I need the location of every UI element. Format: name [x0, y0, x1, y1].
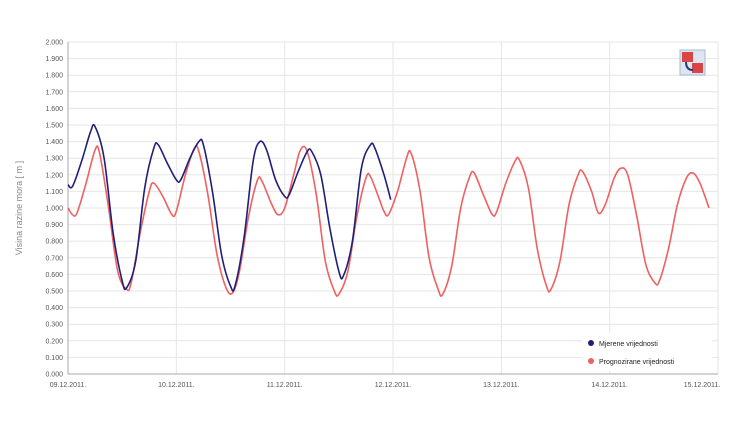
legend: Mjerene vrijednosti Prognozirane vrijedn…: [582, 333, 712, 371]
legend-label-measured: Mjerene vrijednosti: [599, 341, 658, 348]
series-line-measured: [67, 123, 392, 292]
export-icon-square-top: [682, 52, 693, 62]
x-tick-label: 15.12.2011.: [684, 382, 721, 389]
y-tick-label: 1.700: [45, 89, 63, 96]
x-tick-label: 12.12.2011.: [375, 382, 412, 389]
legend-swatch-measured: [588, 340, 594, 346]
y-tick-label: 1.100: [45, 189, 63, 196]
y-tick-label: 0.500: [45, 289, 63, 296]
export-icon[interactable]: [679, 49, 706, 76]
legend-label-forecast: Prognozirane vrijednosti: [599, 359, 675, 366]
y-tick-label: 0.800: [45, 239, 63, 246]
series-line-forecast: [67, 144, 710, 297]
y-tick-label: 1.400: [45, 139, 63, 146]
y-tick-label: 0.900: [45, 222, 63, 229]
x-tick-label: 09.12.2011.: [50, 382, 87, 389]
y-tick-label: 0.000: [45, 372, 63, 379]
y-tick-label: 0.300: [45, 322, 63, 329]
y-tick-label: 0.600: [45, 272, 63, 279]
legend-box: [582, 333, 712, 371]
y-tick-label: 1.200: [45, 172, 63, 179]
y-tick-label: 1.300: [45, 156, 63, 163]
y-tick-label: 1.900: [45, 56, 63, 63]
y-tick-labels: 2.000 1.900 1.800 1.700 1.600 1.500 1.400 1.300…: [45, 40, 63, 379]
x-tick-label: 11.12.2011.: [267, 382, 303, 389]
y-tick-label: 2.000: [45, 40, 63, 47]
y-tick-label: 1.500: [45, 123, 63, 130]
y-tick-label: 1.600: [45, 106, 63, 113]
y-tick-label: 0.200: [45, 338, 63, 345]
y-tick-label: 1.000: [45, 206, 63, 213]
export-icon-square-bottom: [692, 63, 703, 73]
grid: [67, 41, 719, 375]
y-tick-label: 0.700: [45, 255, 63, 262]
x-tick-label: 10.12.2011.: [158, 382, 195, 389]
y-axis-title: Visina razine mora [ m ]: [14, 161, 24, 255]
y-tick-label: 0.400: [45, 305, 63, 312]
y-tick-label: 0.100: [45, 355, 63, 362]
legend-swatch-forecast: [588, 358, 594, 364]
x-tick-labels: 09.12.2011. 10.12.2011. 11.12.2011. 12.12.2…: [50, 382, 721, 389]
x-tick-label: 13.12.2011.: [483, 382, 520, 389]
y-tick-label: 1.800: [45, 73, 63, 80]
export-icon-arrow: [685, 61, 694, 71]
series-lines: [67, 123, 710, 297]
x-tick-label: 14.12.2011.: [591, 382, 628, 389]
